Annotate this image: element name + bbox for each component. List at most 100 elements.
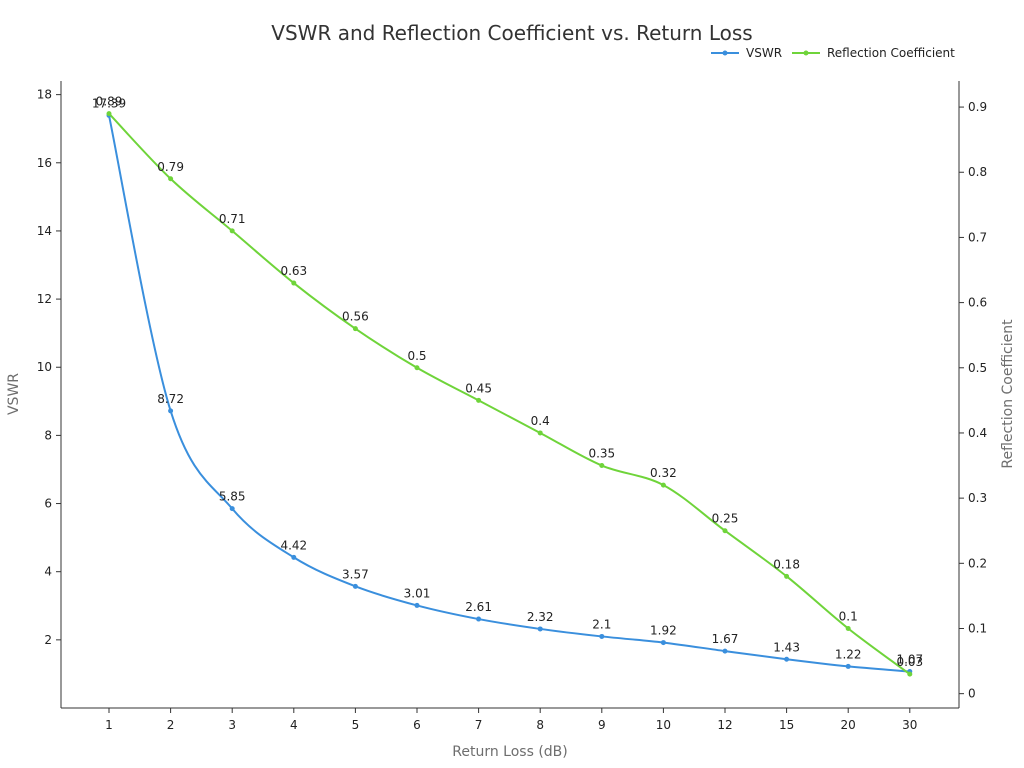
y-tick-label: 4 [44,565,52,579]
chart-title: VSWR and Reflection Coefficient vs. Retu… [271,21,752,45]
data-label-reflection-coefficient: 0.4 [531,414,550,428]
data-label-vswr: 4.42 [280,538,307,552]
data-label-reflection-coefficient: 0.5 [407,349,426,363]
y-tick-label: 8 [44,428,52,442]
x-tick-label: 5 [352,718,360,732]
series-reflection-coefficient [106,111,913,677]
axes: 1 2 3 4 5 6 7 8 9 10 12 15 20 302468101214161800.10.2… [37,81,987,732]
series-line-reflection-coefficient [108,112,911,675]
data-label-vswr: 3.01 [404,586,431,600]
y-tick-label: 6 [44,497,52,511]
series-line-vswr [108,115,910,673]
data-label-reflection-coefficient: 0.25 [712,512,739,526]
data-label-reflection-coefficient: 0.71 [219,212,246,226]
legend-label-reflection-coefficient: Reflection Coefficient [827,46,955,60]
data-label-vswr: 1.43 [773,640,800,654]
x-tick-label: 10 [656,718,671,732]
data-point-vswr[interactable] [414,602,420,608]
data-label-vswr: 1.67 [712,632,739,646]
data-label-reflection-coefficient: 0.45 [465,381,492,395]
y-tick-label: 14 [37,224,52,238]
x-tick-label: 6 [413,718,421,732]
x-tick-label: 3 [228,718,236,732]
y2-tick-label: 0.2 [968,556,987,570]
data-point-vswr[interactable] [352,583,358,589]
data-point-vswr[interactable] [784,656,790,662]
data-point-reflection-coefficient[interactable] [106,111,112,117]
y2-tick-label: 0.8 [968,165,987,179]
series-vswr [106,112,913,675]
data-label-reflection-coefficient: 0.35 [588,447,615,461]
data-point-reflection-coefficient[interactable] [414,365,420,371]
y2-axis-label: Reflection Coefficient [1000,319,1016,469]
data-point-vswr[interactable] [537,626,543,632]
data-point-reflection-coefficient[interactable] [907,671,913,677]
y2-tick-label: 0.3 [968,491,987,505]
data-point-reflection-coefficient[interactable] [229,228,235,234]
data-point-reflection-coefficient[interactable] [845,625,851,631]
x-tick-label: 1 [105,718,113,732]
data-label-vswr: 2.32 [527,610,554,624]
data-point-reflection-coefficient[interactable] [168,176,174,182]
data-point-vswr[interactable] [845,663,851,669]
data-label-reflection-coefficient: 0.79 [157,160,184,174]
data-point-reflection-coefficient[interactable] [660,482,666,488]
y-tick-label: 2 [44,633,52,647]
data-point-vswr[interactable] [229,506,235,512]
data-point-reflection-coefficient[interactable] [722,528,728,534]
y2-tick-label: 0 [968,687,976,701]
legend-item-reflection-coefficient[interactable]: Reflection Coefficient [792,46,955,60]
data-label-vswr: 2.61 [465,600,492,614]
data-point-reflection-coefficient[interactable] [476,397,482,403]
x-tick-label: 9 [598,718,606,732]
data-label-vswr: 5.85 [219,490,246,504]
y2-tick-label: 0.1 [968,621,987,635]
legend-label-vswr: VSWR [746,46,782,60]
legend-marker-vswr [722,50,728,56]
y-tick-label: 10 [37,360,52,374]
x-axis-label: Return Loss (dB) [452,744,567,760]
x-tick-label: 30 [902,718,917,732]
data-label-vswr: 1.92 [650,624,677,638]
data-point-reflection-coefficient[interactable] [784,573,790,579]
y2-tick-label: 0.4 [968,426,987,440]
x-tick-label: 15 [779,718,794,732]
data-label-vswr: 17.39 [92,96,126,110]
y-tick-label: 16 [37,156,52,170]
legend-item-vswr[interactable]: VSWR [711,46,782,60]
x-tick-label: 4 [290,718,298,732]
y2-tick-label: 0.5 [968,361,987,375]
x-tick-label: 20 [841,718,856,732]
data-point-reflection-coefficient[interactable] [352,326,358,332]
legend[interactable]: VSWR Reflection Coefficient [711,46,955,60]
data-point-vswr[interactable] [660,640,666,646]
data-label-reflection-coefficient: 0.03 [896,655,923,669]
data-point-vswr[interactable] [168,408,174,414]
x-tick-label: 12 [717,718,732,732]
data-point-reflection-coefficient[interactable] [537,430,543,436]
data-label-vswr: 1.07 [896,653,923,667]
data-label-reflection-coefficient: 0.63 [280,264,307,278]
data-point-reflection-coefficient[interactable] [291,280,297,286]
data-point-vswr[interactable] [722,648,728,654]
data-point-vswr[interactable] [599,633,605,639]
data-label-reflection-coefficient: 0.18 [773,557,800,571]
y2-tick-label: 0.6 [968,296,987,310]
data-point-reflection-coefficient[interactable] [599,463,605,469]
data-label-reflection-coefficient: 0.89 [96,95,123,109]
x-tick-label: 2 [167,718,175,732]
data-point-vswr[interactable] [291,554,297,560]
data-label-vswr: 3.57 [342,567,369,581]
y-tick-label: 18 [37,88,52,102]
series-layer [106,111,913,677]
y-axis-label: VSWR [6,373,22,415]
data-point-vswr[interactable] [476,616,482,622]
data-label-reflection-coefficient: 0.32 [650,466,677,480]
data-label-reflection-coefficient: 0.1 [839,609,858,623]
data-label-vswr: 8.72 [157,392,184,406]
data-labels: 17.39 8.72 5.85 4.42 3.57 3.01 2.61 2.32 2.1 1.92… [92,95,923,670]
data-label-reflection-coefficient: 0.56 [342,310,369,324]
y2-tick-label: 0.9 [968,100,987,114]
data-label-vswr: 2.1 [592,617,611,631]
